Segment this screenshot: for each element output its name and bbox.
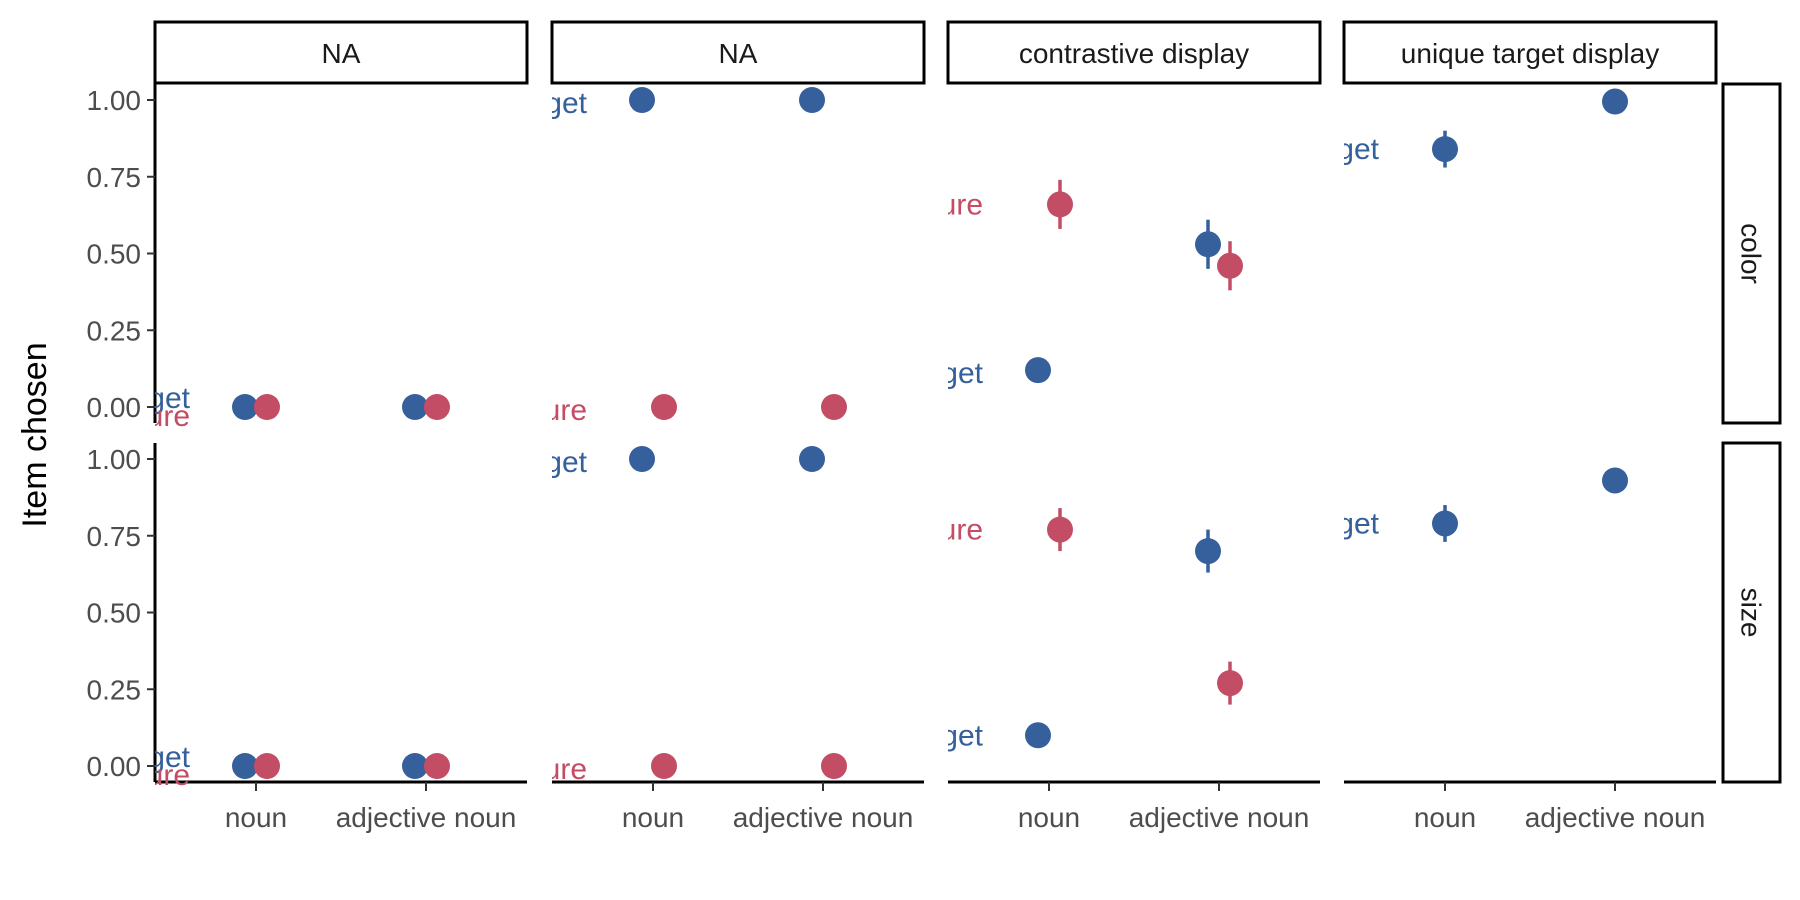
data-point-competitor bbox=[1047, 191, 1073, 218]
panel-3-1: get ure bbox=[940, 179, 1243, 390]
data-point-competitor bbox=[1047, 516, 1073, 543]
data-point-competitor bbox=[1217, 252, 1243, 279]
panel-3-2: get ure bbox=[940, 508, 1243, 752]
data-point-target bbox=[402, 394, 428, 420]
inline-label-target: get bbox=[545, 446, 587, 479]
inline-label-target: get bbox=[1337, 133, 1379, 166]
x-tick-label: noun bbox=[622, 802, 684, 833]
panel-2-1: get ure bbox=[544, 87, 847, 427]
inline-label-competitor: ure bbox=[147, 400, 190, 433]
y-tick-label: 0.75 bbox=[87, 521, 142, 552]
data-point-target bbox=[402, 753, 428, 779]
data-point-target bbox=[799, 446, 825, 472]
data-point-target bbox=[1432, 136, 1458, 163]
x-tick-label: noun bbox=[1414, 802, 1476, 833]
y-tick-label: 0.50 bbox=[87, 598, 142, 629]
inline-label-target: get bbox=[148, 382, 190, 415]
data-point-target bbox=[1195, 538, 1221, 565]
data-point-competitor bbox=[821, 753, 847, 779]
x-tick-label: adjective noun bbox=[1129, 802, 1310, 833]
inline-label-competitor: ure bbox=[940, 514, 983, 547]
panel-4-1: get bbox=[1337, 88, 1628, 168]
data-point-competitor bbox=[651, 753, 677, 779]
data-point-target bbox=[232, 394, 258, 420]
inline-label-target: get bbox=[545, 87, 587, 120]
x-tick-label: adjective noun bbox=[733, 802, 914, 833]
y-tick-label: 0.25 bbox=[87, 674, 142, 705]
data-point-target bbox=[629, 87, 655, 113]
facet-strip-label-col-3: contrastive display bbox=[1019, 38, 1249, 69]
data-point-competitor bbox=[1217, 670, 1243, 697]
facet-strip-label-col-4: unique target display bbox=[1401, 38, 1659, 69]
data-point-competitor bbox=[424, 753, 450, 779]
y-axis-title: Item chosen bbox=[16, 342, 54, 527]
panel-4-2: get bbox=[1337, 467, 1628, 542]
data-point-target bbox=[1025, 357, 1051, 384]
y-tick-label: 0.00 bbox=[87, 751, 142, 782]
data-point-target bbox=[799, 87, 825, 113]
y-tick-label: 0.50 bbox=[87, 239, 142, 270]
inline-label-target: get bbox=[941, 357, 983, 390]
data-point-competitor bbox=[254, 753, 280, 779]
y-tick-label: 1.00 bbox=[87, 444, 142, 475]
data-point-target bbox=[1602, 467, 1628, 494]
facet-strip-label-col-1: NA bbox=[322, 38, 361, 69]
data-point-competitor bbox=[424, 394, 450, 420]
inline-label-competitor: ure bbox=[940, 188, 983, 221]
facet-strip-label-col-2: NA bbox=[719, 38, 758, 69]
inline-label-competitor: ure bbox=[147, 759, 190, 792]
y-tick-label: 1.00 bbox=[87, 85, 142, 116]
data-point-target bbox=[1602, 88, 1628, 115]
data-point-competitor bbox=[254, 394, 280, 420]
facet-strip-label-row-size: size bbox=[1736, 588, 1767, 638]
data-point-target bbox=[232, 753, 258, 779]
facet-strip-row-size bbox=[1721, 441, 1782, 784]
x-tick-label: adjective noun bbox=[336, 802, 517, 833]
facet-strip-label-row-color: color bbox=[1736, 223, 1767, 284]
y-tick-label: 0.25 bbox=[87, 315, 142, 346]
x-tick-label: noun bbox=[225, 802, 287, 833]
facet-strip-row-color bbox=[1721, 82, 1782, 425]
data-point-target bbox=[1195, 231, 1221, 258]
inline-label-target: get bbox=[1337, 507, 1379, 540]
panel-2-2: get ure bbox=[544, 446, 847, 786]
inline-label-competitor: ure bbox=[544, 753, 587, 786]
facet-strip-col-2 bbox=[550, 20, 926, 85]
inline-label-competitor: ure bbox=[544, 394, 587, 427]
facet-strip-col-3 bbox=[946, 20, 1322, 85]
data-point-competitor bbox=[821, 394, 847, 420]
facet-strip-col-1 bbox=[153, 20, 529, 85]
y-tick-label: 0.00 bbox=[87, 392, 142, 423]
data-point-target bbox=[1432, 510, 1458, 537]
inline-label-target: get bbox=[941, 719, 983, 752]
inline-label-target: get bbox=[148, 741, 190, 774]
facet-strip-col-4 bbox=[1342, 20, 1718, 85]
data-point-target bbox=[629, 446, 655, 472]
data-point-competitor bbox=[651, 394, 677, 420]
y-tick-label: 0.75 bbox=[87, 162, 142, 193]
x-tick-label: noun bbox=[1018, 802, 1080, 833]
x-tick-label: adjective noun bbox=[1525, 802, 1706, 833]
data-point-target bbox=[1025, 722, 1051, 749]
